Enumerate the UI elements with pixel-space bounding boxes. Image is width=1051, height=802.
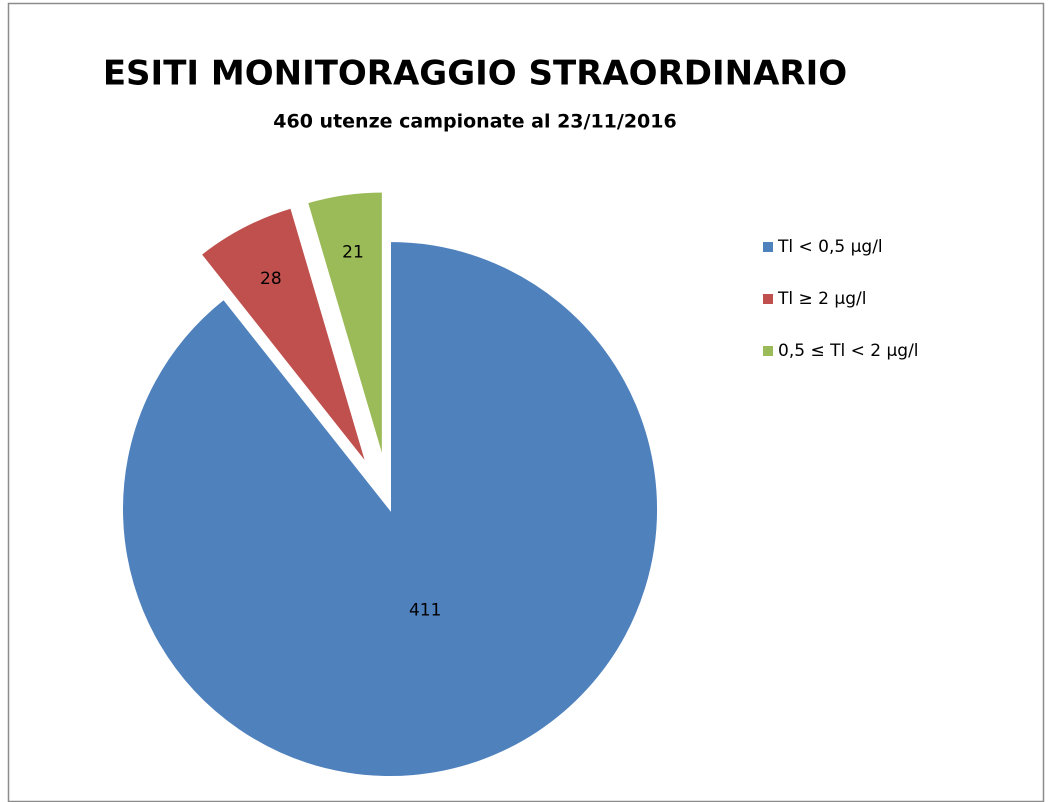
data-label: 411 — [409, 600, 441, 620]
data-label: 28 — [260, 269, 282, 289]
data-label: 21 — [342, 243, 364, 263]
legend-marker — [763, 346, 773, 356]
pie-slice — [199, 206, 368, 466]
legend-label: 0,5 ≤ Tl < 2 µg/l — [778, 341, 919, 361]
legend-label: Tl ≥ 2 µg/l — [777, 289, 866, 309]
chart-title: ESITI MONITORAGGIO STRAORDINARIO — [103, 54, 847, 94]
legend-marker — [763, 294, 773, 304]
pie-slice — [305, 190, 384, 460]
legend-marker — [763, 242, 773, 252]
legend-label: Tl < 0,5 µg/l — [777, 237, 883, 257]
chart-subtitle: 460 utenze campionate al 23/11/2016 — [273, 111, 676, 133]
pie-slice — [121, 239, 659, 778]
